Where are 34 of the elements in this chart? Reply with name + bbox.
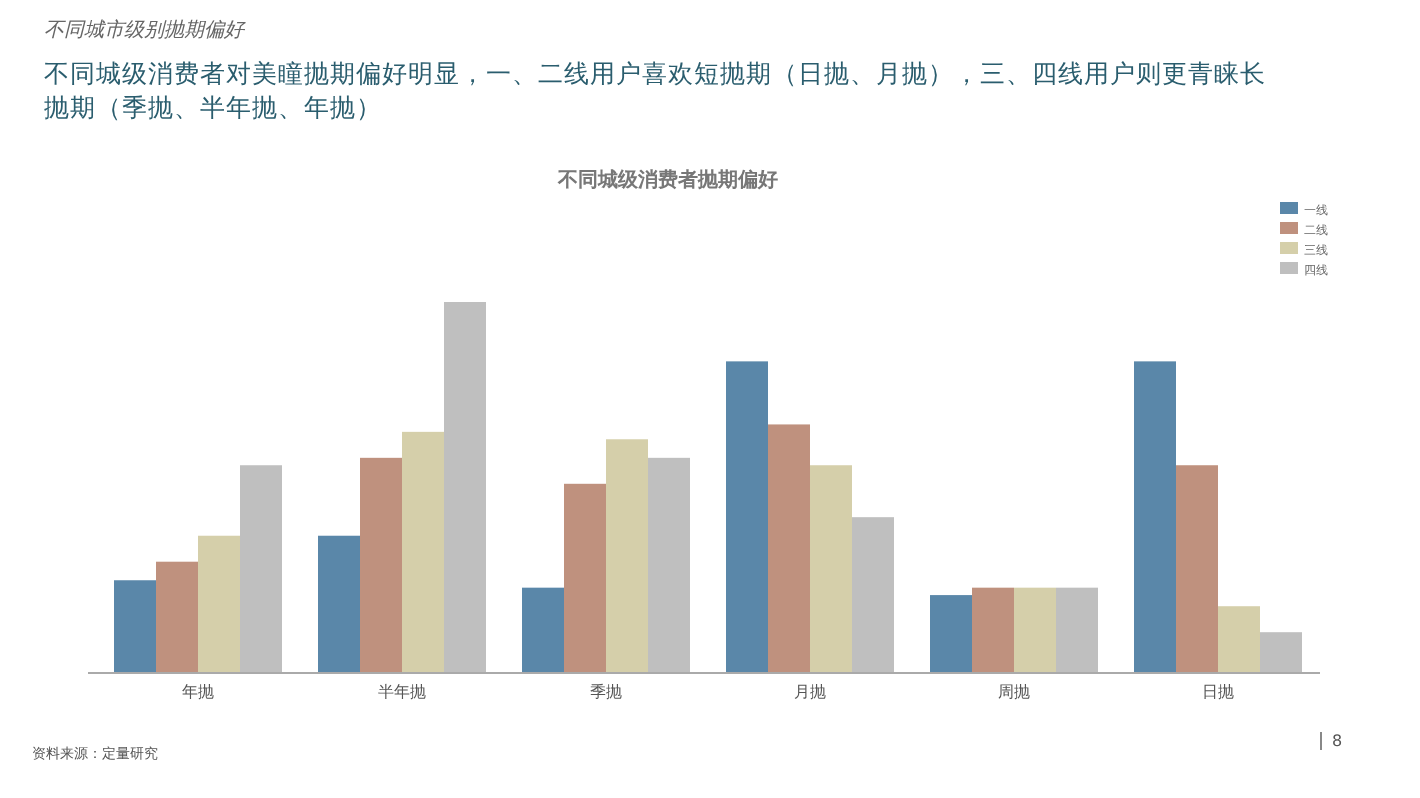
bar xyxy=(1134,361,1176,673)
bar xyxy=(156,561,198,673)
text: 8 xyxy=(1320,732,1343,750)
x-tick-label: 季抛 xyxy=(590,683,622,701)
bar xyxy=(1260,632,1302,673)
bar xyxy=(1218,606,1260,673)
bar xyxy=(726,361,768,673)
x-tick-label: 周抛 xyxy=(998,683,1030,701)
x-tick-label: 半年抛 xyxy=(378,683,426,701)
bar xyxy=(972,587,1014,673)
bar xyxy=(606,439,648,673)
x-tick-label: 日抛 xyxy=(1202,683,1234,701)
bar xyxy=(402,431,444,673)
bar xyxy=(648,457,690,673)
bar xyxy=(360,457,402,673)
bar xyxy=(522,587,564,673)
bar xyxy=(444,302,486,673)
header: 不同城市级别抛期偏好 xyxy=(44,17,244,44)
chart-title: 不同城级消费者抛期偏好 xyxy=(556,168,778,192)
bar xyxy=(1014,587,1056,673)
bar xyxy=(810,465,852,673)
bar xyxy=(318,535,360,673)
bar xyxy=(768,424,810,673)
x-tick-label: 月抛 xyxy=(794,683,826,701)
bar xyxy=(114,580,156,673)
bar xyxy=(240,465,282,673)
bar xyxy=(1056,587,1098,673)
bar xyxy=(1176,465,1218,673)
bar xyxy=(564,483,606,673)
bar xyxy=(198,535,240,673)
bar xyxy=(930,595,972,673)
bar xyxy=(852,517,894,673)
x-tick-label: 年抛 xyxy=(182,683,214,701)
subtitle: 不同城级消费者对美瞳抛期偏好明显，一、二线用户喜欢短抛期（日抛、月抛），三、四线用户则更青睐长抛期（季抛、半年抛、年抛） xyxy=(44,56,1268,124)
